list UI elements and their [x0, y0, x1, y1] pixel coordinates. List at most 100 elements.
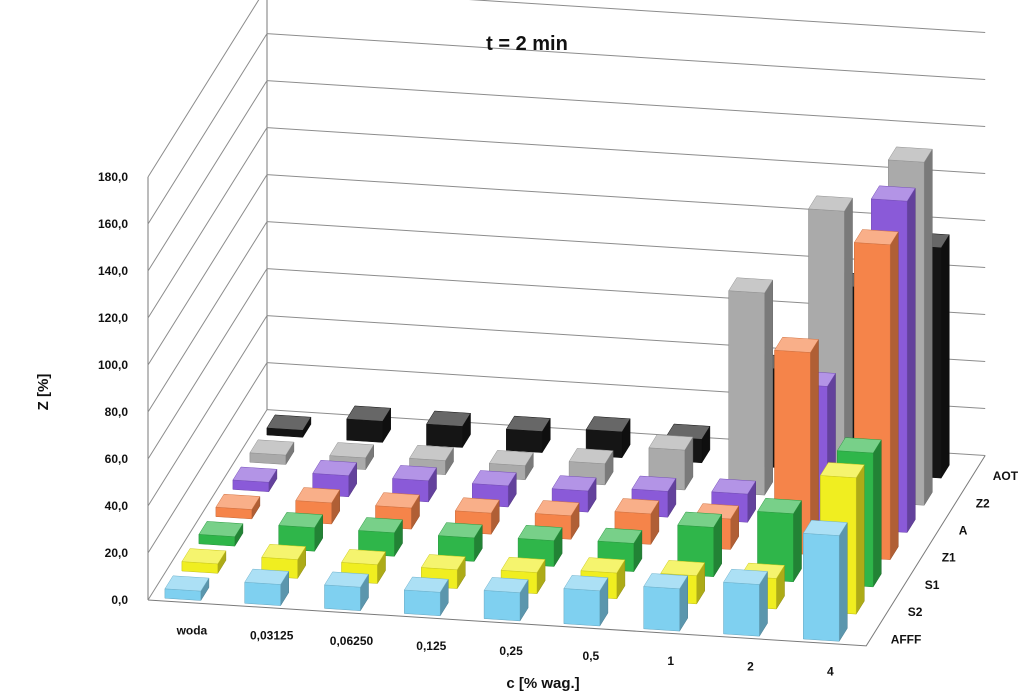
bar-top — [614, 498, 660, 515]
bar-top — [295, 487, 341, 504]
bar-S1-woda — [198, 521, 244, 547]
bar-top — [488, 450, 534, 466]
y-tick-label: 160,0 — [98, 217, 128, 231]
bar-top — [346, 405, 392, 422]
bar-top — [312, 460, 358, 476]
bar-Z2-1 — [728, 277, 774, 496]
x-tick-label: woda — [176, 624, 208, 638]
bar-A-0,25 — [551, 475, 597, 513]
bar-side — [923, 148, 933, 507]
bar-top — [580, 557, 626, 574]
bar-AFFF-0,5 — [563, 575, 609, 627]
bar-AOT-0,06250 — [426, 410, 471, 449]
y-tick-labels: 0,0 20,0 40,0 60,0 80,0 100,0 120,0 140,0 160,0 1… — [98, 170, 128, 607]
bar-top — [643, 573, 689, 590]
bar-top — [409, 445, 454, 461]
bar-top — [870, 185, 916, 202]
bar-top — [887, 146, 933, 163]
bar-front — [643, 586, 680, 632]
bar-top — [249, 439, 295, 456]
bar-top — [278, 512, 324, 528]
x-tick-label: 4 — [827, 664, 834, 678]
y-tick-label: 40,0 — [105, 499, 129, 513]
bar-top — [517, 525, 563, 541]
bar-AFFF-woda — [164, 575, 210, 602]
x-tick-label: 0,25 — [499, 644, 523, 658]
bar-top — [500, 556, 546, 573]
bar-top — [551, 475, 597, 492]
bar-AOT-0,125 — [505, 415, 551, 454]
bar-top — [198, 521, 244, 537]
bar-side — [872, 439, 882, 588]
bar-top — [329, 442, 375, 459]
bar-AOT-0,03125 — [346, 405, 392, 444]
y-tick-label: 120,0 — [98, 311, 128, 325]
gridline — [147, 174, 986, 366]
bar-top — [215, 493, 261, 510]
bar-AOT-woda — [266, 414, 312, 439]
bar-AFFF-1 — [643, 573, 689, 632]
bar-top — [836, 437, 882, 454]
x-tick-label: 0,125 — [416, 639, 446, 653]
gridline — [147, 127, 986, 319]
gridline — [147, 33, 986, 225]
bar-top — [426, 410, 471, 427]
bar-top — [853, 229, 899, 246]
floor-edge — [147, 455, 986, 647]
series-label: S1 — [925, 578, 940, 592]
bar-top — [677, 511, 723, 528]
bar-front — [426, 423, 463, 448]
bar-side — [889, 230, 899, 561]
bar-top — [648, 434, 694, 451]
bar-side — [838, 521, 848, 643]
bar-AFFF-0,03125 — [244, 568, 290, 607]
bar-front — [346, 418, 383, 443]
bar-top — [324, 571, 369, 588]
bar-top — [266, 414, 312, 431]
bar-S2-woda — [181, 548, 227, 575]
bar-AFFF-0,06250 — [324, 571, 369, 612]
y-axis-title: Z [%] — [35, 374, 52, 411]
bar-top — [774, 336, 819, 353]
x-tick-label: 1 — [667, 654, 674, 668]
series-label: A — [959, 524, 968, 538]
y-tick-label: 0,0 — [111, 593, 128, 607]
gridline — [147, 80, 986, 272]
gridline — [147, 221, 986, 413]
bar-side — [764, 279, 773, 496]
bar-top — [358, 517, 403, 534]
y-tick-label: 140,0 — [98, 264, 128, 278]
bar-front — [506, 428, 543, 453]
chart-bars — [164, 146, 950, 643]
bar-top — [232, 466, 278, 483]
bar-top — [534, 500, 580, 517]
bar-S1-0,125 — [437, 522, 483, 563]
x-tick-label: 0,03125 — [250, 629, 294, 643]
bar-top — [757, 498, 802, 514]
bar-top — [392, 465, 437, 482]
bar-top — [420, 554, 466, 571]
bar-top — [660, 560, 706, 576]
bar-top — [471, 470, 517, 487]
bar-top — [505, 415, 551, 432]
bar-top — [403, 576, 449, 593]
bar-front — [803, 533, 840, 642]
bar-A-0,06250 — [392, 465, 437, 503]
bar-top — [711, 478, 757, 495]
bar-top — [437, 522, 483, 539]
bar-Z1-woda — [215, 493, 261, 520]
bar-top — [181, 548, 227, 565]
bar-top — [375, 492, 420, 509]
bar-AFFF-4 — [802, 519, 848, 643]
bar-front — [563, 588, 601, 627]
series-label: Z1 — [942, 551, 956, 565]
bar-AFFF-0,125 — [403, 576, 449, 617]
series-label: AOT — [993, 469, 1019, 483]
bar-front — [483, 590, 521, 622]
bar-Z1-0,03125 — [295, 487, 341, 525]
series-label: Z2 — [976, 496, 990, 510]
bar-side — [793, 499, 802, 583]
y-tick-label: 60,0 — [105, 452, 129, 466]
